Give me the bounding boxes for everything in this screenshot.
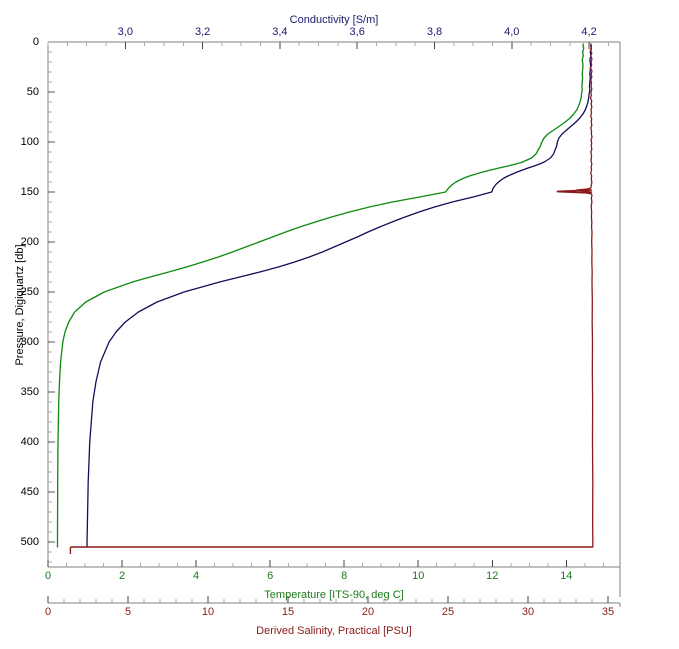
temperature-tick-label: 4 <box>193 570 200 582</box>
conductivity-tick-label: 4,2 <box>581 26 597 38</box>
temperature-tick-label: 10 <box>412 570 425 582</box>
series-temperature <box>56 43 585 548</box>
conductivity-tick-label: 3,8 <box>426 26 443 38</box>
pressure-tick-label: 300 <box>20 336 39 348</box>
salinity-tick-label: 0 <box>44 606 52 618</box>
salinity-tick-label: 5 <box>124 606 132 618</box>
salinity-tick-label: 10 <box>201 606 215 618</box>
conductivity-axis-title: Conductivity [S/m] <box>289 14 379 26</box>
pressure-tick-label: 150 <box>20 186 39 198</box>
temperature-axis-title: Temperature [ITS-90, deg C] <box>264 589 404 601</box>
pressure-tick-label: 50 <box>26 86 39 98</box>
pressure-tick-label: 350 <box>20 386 39 398</box>
salinity-tick-label: 20 <box>361 606 375 618</box>
salinity-tick-label: 35 <box>601 606 615 618</box>
series-conductivity <box>86 43 593 548</box>
temperature-tick-label: 8 <box>341 570 348 582</box>
temperature-tick-label: 14 <box>560 570 573 582</box>
pressure-tick-label: 500 <box>20 536 39 548</box>
conductivity-tick-label: 3,4 <box>272 26 288 38</box>
salinity-axis-title: Derived Salinity, Practical [PSU] <box>256 625 412 637</box>
salinity-spike-150db <box>556 189 592 194</box>
temperature-tick-label: 6 <box>267 570 274 582</box>
pressure-tick-label: 450 <box>20 486 39 498</box>
temperature-tick-label: 2 <box>118 570 126 582</box>
salinity-tick-label: 30 <box>521 606 535 618</box>
conductivity-tick-label: 3,0 <box>117 26 133 38</box>
conductivity-tick-label: 3,6 <box>349 26 365 38</box>
series-salinity <box>576 43 594 548</box>
conductivity-tick-label: 4,0 <box>504 26 520 38</box>
pressure-tick-label: 200 <box>20 236 39 248</box>
conductivity-tick-label: 3,2 <box>194 26 211 38</box>
temperature-tick-label: 12 <box>486 570 499 582</box>
pressure-tick-label: 250 <box>20 286 39 298</box>
temperature-tick-label: 0 <box>44 570 52 582</box>
pressure-tick-label: 0 <box>32 36 39 48</box>
salinity-tick-label: 25 <box>441 606 455 618</box>
pressure-tick-label: 400 <box>20 436 39 448</box>
pressure-tick-label: 100 <box>20 136 39 148</box>
salinity-tick-label: 15 <box>281 606 295 618</box>
